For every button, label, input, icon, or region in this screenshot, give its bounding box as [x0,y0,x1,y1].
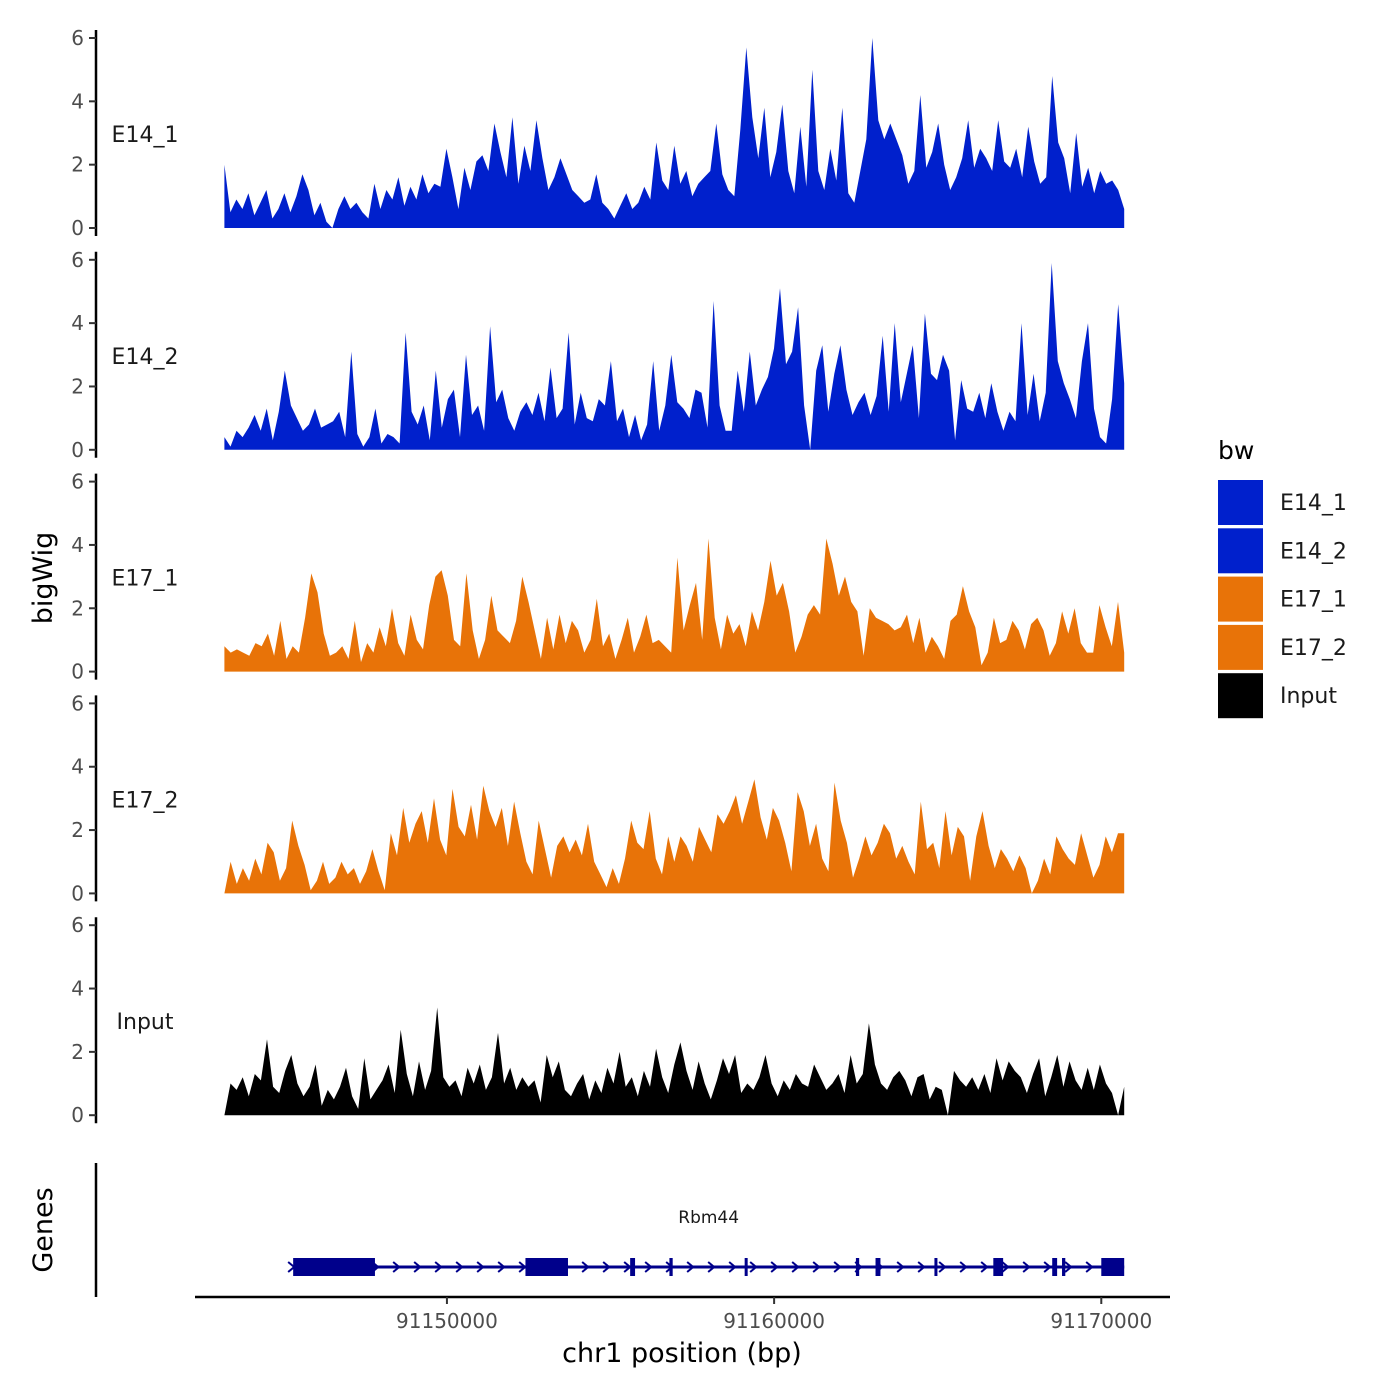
panel-e17-2: 0 2 4 6 E17_2 [71,691,1125,905]
coverage-area-e14-1 [224,38,1125,228]
y-tick-label-e14-2-0: 0 [71,438,84,462]
y-tick-label-input-0: 0 [71,1103,84,1127]
y-tick-label-e17-1-6: 6 [71,470,84,494]
panel-e14-1: 0 2 4 6 E14_1 [71,26,1125,240]
track-panels: 0 2 4 6 E14_1 0 2 4 6 E14_2 0 2 4 6 E17_1 0 2 4 6 E17_2 0 2 4 6… [71,26,1125,1127]
y-tick-label-input-4: 4 [71,977,84,1001]
y-tick-label-e14-1-0: 0 [71,216,84,240]
strand-arrow [980,1261,989,1273]
y-tick-label-e14-2-4: 4 [71,311,84,335]
strand-arrow [1022,1261,1031,1273]
y-tick-label-input-2: 2 [71,1040,84,1064]
strand-arrow [602,1261,611,1273]
strand-arrow [938,1261,947,1273]
gene-model: Rbm44 [287,1208,1125,1276]
panel-label-e17-1: E17_1 [112,567,179,592]
strand-arrow [749,1261,758,1273]
y-tick-label-input-6: 6 [71,913,84,937]
legend-label-e17-1: E17_1 [1280,588,1347,613]
strand-arrow [812,1261,821,1273]
strand-arrow [770,1261,779,1273]
exon-7 [875,1258,881,1276]
strand-arrow [581,1261,590,1273]
strand-arrow [896,1261,905,1273]
panel-e14-2: 0 2 4 6 E14_2 [71,248,1125,462]
exon-2 [525,1258,568,1276]
y-tick-label-e17-1-0: 0 [71,660,84,684]
x-axis: 91150000 91160000 91170000 [195,1295,1170,1333]
x-tick-label-91170000: 91170000 [1050,1309,1152,1333]
gene-label: Rbm44 [678,1208,739,1228]
strand-arrow [1064,1261,1073,1273]
legend-swatch-e14-1 [1218,480,1263,525]
y-tick-label-e14-1-6: 6 [71,26,84,50]
exon-12 [1101,1258,1125,1276]
exon-3 [630,1258,636,1276]
x-axis-title: chr1 position (bp) [562,1338,802,1369]
y-axis-title: bigWig [28,532,59,625]
y-tick-label-e17-2-4: 4 [71,755,84,779]
strand-arrow [833,1261,842,1273]
legend-swatch-e14-2 [1218,528,1263,574]
legend-title: bw [1218,436,1254,465]
legend-label-e14-2: E14_2 [1280,539,1347,564]
coverage-area-e17-2 [224,779,1125,894]
y-tick-label-e14-1-2: 2 [71,153,84,177]
legend-label-e14-1: E14_1 [1280,491,1347,516]
panel-label-e17-2: E17_2 [112,788,179,813]
exon-6 [855,1258,860,1276]
strand-arrow [728,1261,737,1273]
strand-arrow [959,1261,968,1273]
x-tick-label-91160000: 91160000 [723,1309,825,1333]
strand-arrow [497,1261,506,1273]
genes-axis-title: Genes [28,1187,59,1272]
strand-arrow [518,1261,527,1273]
y-tick-label-e17-1-4: 4 [71,533,84,557]
y-tick-label-e17-2-2: 2 [71,818,84,842]
panel-input: 0 2 4 6 Input [71,913,1125,1127]
strand-arrow [644,1261,653,1273]
legend-swatch-e17-2 [1218,624,1263,670]
panel-label-input: Input [117,1010,174,1035]
exon-4 [669,1258,673,1276]
panel-label-e14-2: E14_2 [112,345,179,370]
strand-arrow [1001,1261,1010,1273]
strand-arrow [455,1261,464,1273]
y-tick-label-e17-2-0: 0 [71,881,84,905]
exon-5 [744,1258,748,1276]
legend-label-input: Input [1280,684,1337,709]
y-tick-label-e14-2-2: 2 [71,374,84,398]
exon-9 [993,1258,1004,1276]
legend: bw E14_1 E14_2 E17_1 E17_2 Input [1218,436,1347,719]
exon-10 [1052,1258,1058,1276]
coverage-area-e14-2 [224,263,1125,450]
strand-arrow [707,1261,716,1273]
gene-track-panel: Genes Rbm44 [28,1163,1125,1297]
panel-e17-1: 0 2 4 6 E17_1 [71,470,1125,684]
strand-arrow [476,1261,485,1273]
exon-1 [293,1258,375,1276]
strand-arrow [1085,1261,1094,1273]
strand-arrow [917,1261,926,1273]
coverage-area-input [224,1007,1125,1116]
legend-label-e17-2: E17_2 [1280,636,1347,661]
strand-arrow [434,1261,443,1273]
strand-arrow [686,1261,695,1273]
panel-label-e14-1: E14_1 [112,123,179,148]
x-tick-label-91150000: 91150000 [396,1309,498,1333]
exon-8 [934,1258,938,1276]
y-tick-label-e17-2-6: 6 [71,691,84,715]
strand-arrow [1043,1261,1052,1273]
y-tick-label-e14-1-4: 4 [71,89,84,113]
y-tick-label-e17-1-2: 2 [71,596,84,620]
legend-swatch-input [1218,673,1263,719]
y-tick-label-e14-2-6: 6 [71,248,84,272]
exon-11 [1062,1258,1066,1276]
coverage-area-e17-1 [224,538,1125,672]
strand-arrow [392,1261,401,1273]
strand-arrow [413,1261,422,1273]
strand-arrow [791,1261,800,1273]
legend-swatch-e17-1 [1218,576,1263,622]
